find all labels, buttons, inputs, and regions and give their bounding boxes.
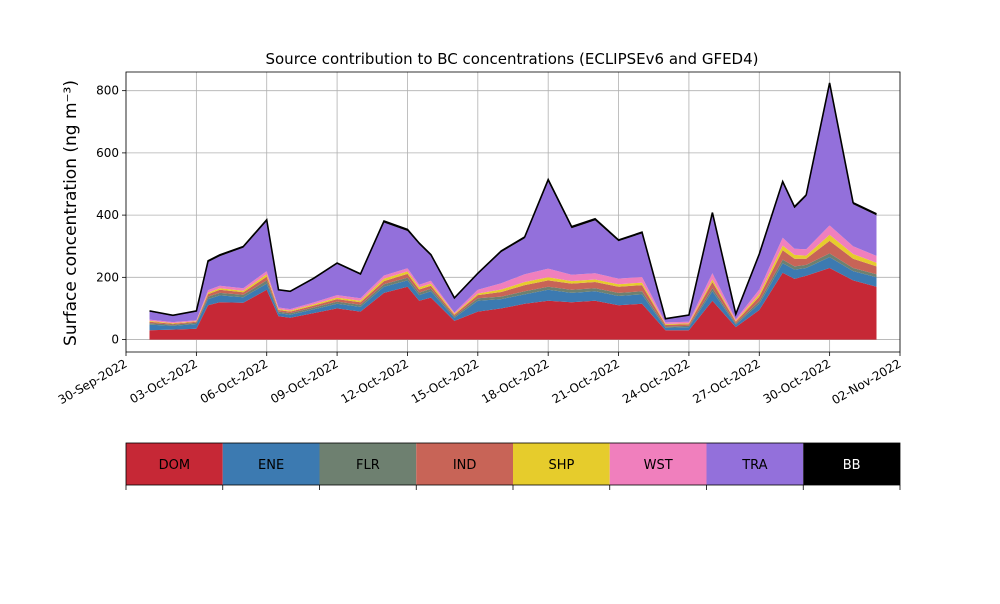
legend-swatch-dom <box>126 443 223 485</box>
y-tick-label: 800 <box>96 84 119 98</box>
x-tick-label: 12-Oct-2022 <box>339 356 411 406</box>
legend-swatch-ind <box>416 443 513 485</box>
legend-swatch-wst <box>609 443 707 485</box>
legend-swatch-shp <box>513 443 610 485</box>
x-tick-label: 27-Oct-2022 <box>690 356 762 406</box>
area-series-tra <box>149 85 877 323</box>
x-tick-label: 03-Oct-2022 <box>127 356 199 406</box>
x-tick-label: 09-Oct-2022 <box>268 356 340 406</box>
legend-label-bb: BB <box>843 458 861 473</box>
x-tick-label: 30-Oct-2022 <box>761 356 833 406</box>
legend-swatch-ene <box>222 443 320 485</box>
x-tick-label: 18-Oct-2022 <box>479 356 551 406</box>
total-outline <box>149 82 877 320</box>
area-layer <box>149 82 877 340</box>
legend-label-shp: SHP <box>548 458 574 473</box>
legend-label-ene: ENE <box>258 458 284 473</box>
legend: DOM ENE FLR IND SHP WST TRA BB <box>125 442 901 490</box>
chart-title: Source contribution to BC concentrations… <box>265 50 758 68</box>
legend-swatch-bb <box>803 443 900 485</box>
y-tick-label: 200 <box>96 270 119 284</box>
legend-frame <box>125 442 901 486</box>
y-tick-label: 600 <box>96 146 119 160</box>
y-tick-label: 0 <box>111 333 119 347</box>
x-tick-label: 24-Oct-2022 <box>620 356 692 406</box>
legend-swatch-flr <box>319 443 417 485</box>
area-series-dom <box>149 268 877 340</box>
legend-label-tra: TRA <box>741 458 767 473</box>
legend-label-flr: FLR <box>356 458 380 473</box>
x-tick-label: 30-Sep-2022 <box>56 356 130 407</box>
legend-label-dom: DOM <box>159 458 190 473</box>
legend-label-wst: WST <box>644 458 673 473</box>
y-tick-label: 400 <box>96 208 119 222</box>
x-tick-label: 06-Oct-2022 <box>198 356 270 406</box>
legend-label-ind: IND <box>453 458 477 473</box>
y-axis-label: Surface concentration (ng m⁻³) <box>61 80 81 346</box>
plot-frame <box>125 71 901 353</box>
x-tick-label: 02-Nov-2022 <box>829 356 903 407</box>
x-tick-label: 15-Oct-2022 <box>409 356 481 406</box>
x-tick-label: 21-Oct-2022 <box>550 356 622 406</box>
legend-swatch-tra <box>706 443 804 485</box>
